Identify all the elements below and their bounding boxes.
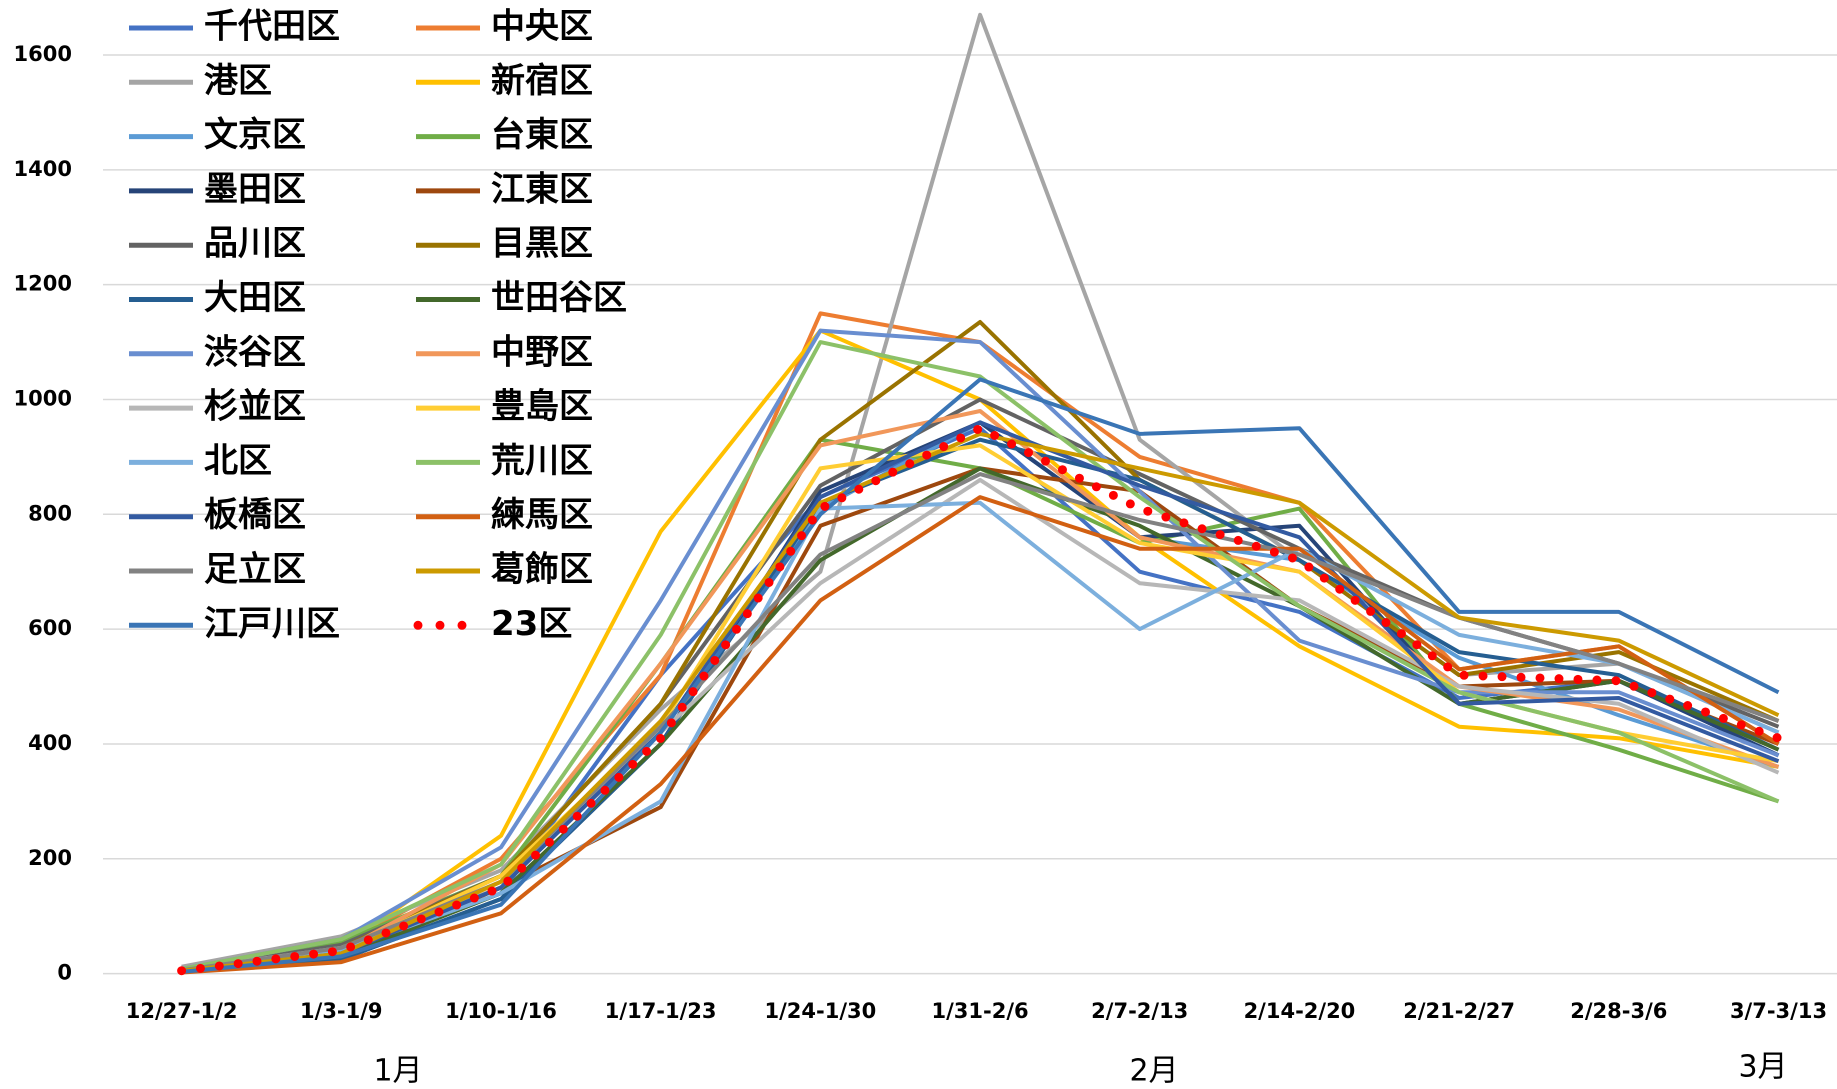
month-label: 1月 <box>373 1054 422 1089</box>
x-tick-label: 1/10-1/16 <box>445 999 557 1023</box>
series-line <box>181 431 1780 973</box>
legend-label: 台東区 <box>491 115 593 155</box>
legend-label: 港区 <box>204 61 272 101</box>
series-line <box>181 466 1780 974</box>
month-label: 2月 <box>1129 1054 1178 1089</box>
legend-label: 板橋区 <box>204 495 306 535</box>
legend-label: 北区 <box>204 441 272 481</box>
legend-label: 江東区 <box>491 169 593 209</box>
y-tick-label: 0 <box>57 961 72 985</box>
y-tick-label: 1200 <box>14 272 72 296</box>
x-tick-label: 1/3-1/9 <box>300 999 383 1023</box>
series-line <box>181 472 1780 973</box>
series-line <box>181 12 1780 969</box>
legend-label: 世田谷区 <box>491 278 627 318</box>
x-tick-label: 2/14-2/20 <box>1244 999 1356 1023</box>
x-tick-label: 2/7-2/13 <box>1091 999 1188 1023</box>
y-tick-label: 200 <box>28 846 72 870</box>
y-tick-label: 1000 <box>14 386 72 410</box>
y-tick-label: 800 <box>28 501 72 525</box>
series-line <box>181 495 1780 975</box>
legend-label: 目黒区 <box>491 224 593 264</box>
x-tick-label: 1/17-1/23 <box>605 999 717 1023</box>
x-tick-label: 1/24-1/30 <box>764 999 876 1023</box>
x-tick-label: 3/7-3/13 <box>1730 999 1827 1023</box>
x-tick-label: 12/27-1/2 <box>126 999 238 1023</box>
series-line <box>181 340 1780 971</box>
legend-label: 文京区 <box>204 115 306 155</box>
x-tick-label: 2/28-3/6 <box>1570 999 1667 1023</box>
month-label: 3月 <box>1738 1050 1787 1085</box>
series-line <box>181 500 1780 973</box>
legend-label: 品川区 <box>204 224 306 264</box>
series-line <box>181 320 1780 974</box>
y-tick-label: 1600 <box>14 42 72 66</box>
legend-label: 足立区 <box>204 550 306 590</box>
legend-label: 練馬区 <box>491 495 593 535</box>
y-tick-label: 1400 <box>14 157 72 181</box>
legend-label: 杉並区 <box>204 387 306 427</box>
legend-label: 新宿区 <box>491 61 593 101</box>
x-tick-label: 2/21-2/27 <box>1403 999 1515 1023</box>
legend-label: 荒川区 <box>491 441 593 481</box>
legend-label: 渋谷区 <box>204 332 306 372</box>
y-tick-label: 600 <box>28 616 72 640</box>
legend-label: 江戸川区 <box>204 604 340 644</box>
legend-label: 大田区 <box>204 278 306 318</box>
legend-label: 中央区 <box>491 7 593 47</box>
legend-label: 葛飾区 <box>491 550 593 590</box>
series-line <box>181 377 1780 974</box>
series-line <box>181 466 1780 974</box>
legend-label: 墨田区 <box>204 169 306 209</box>
series-line <box>177 423 1783 976</box>
y-tick-label: 400 <box>28 731 72 755</box>
series-line <box>181 420 1780 974</box>
legend-label: 豊島区 <box>491 387 593 427</box>
x-tick-label: 1/31-2/6 <box>931 999 1028 1023</box>
legend-label: 23区 <box>491 604 572 644</box>
legend-label: 中野区 <box>491 332 593 372</box>
legend-label: 千代田区 <box>204 7 340 47</box>
